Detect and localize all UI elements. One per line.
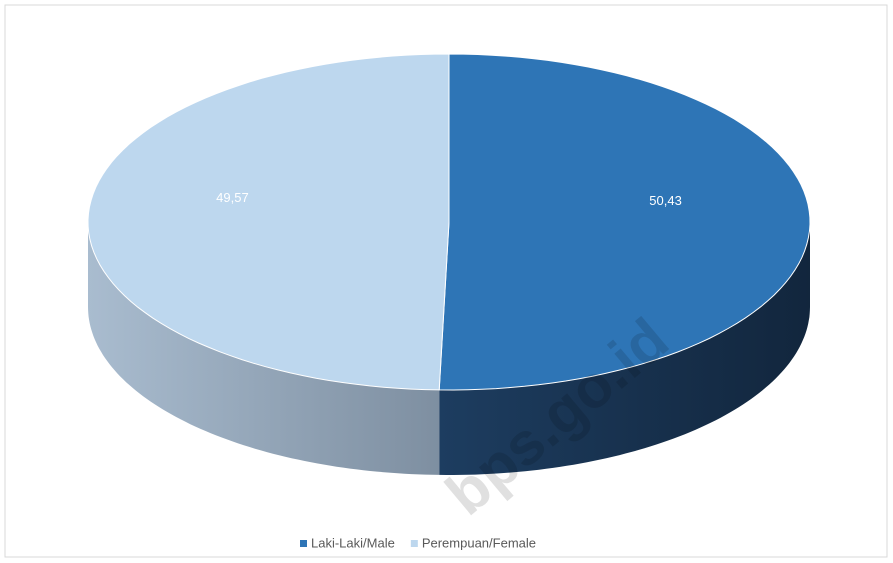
legend-label: Laki-Laki/Male [311, 535, 395, 550]
legend-label: Perempuan/Female [422, 535, 536, 550]
data-label: 49,57 [216, 190, 249, 205]
slice-side [88, 222, 440, 475]
legend-swatch [410, 540, 418, 547]
slice [87, 53, 450, 391]
legend-swatch [300, 540, 307, 547]
slice [438, 53, 811, 391]
data-label: 50,43 [649, 193, 682, 208]
slice-side [439, 222, 810, 475]
